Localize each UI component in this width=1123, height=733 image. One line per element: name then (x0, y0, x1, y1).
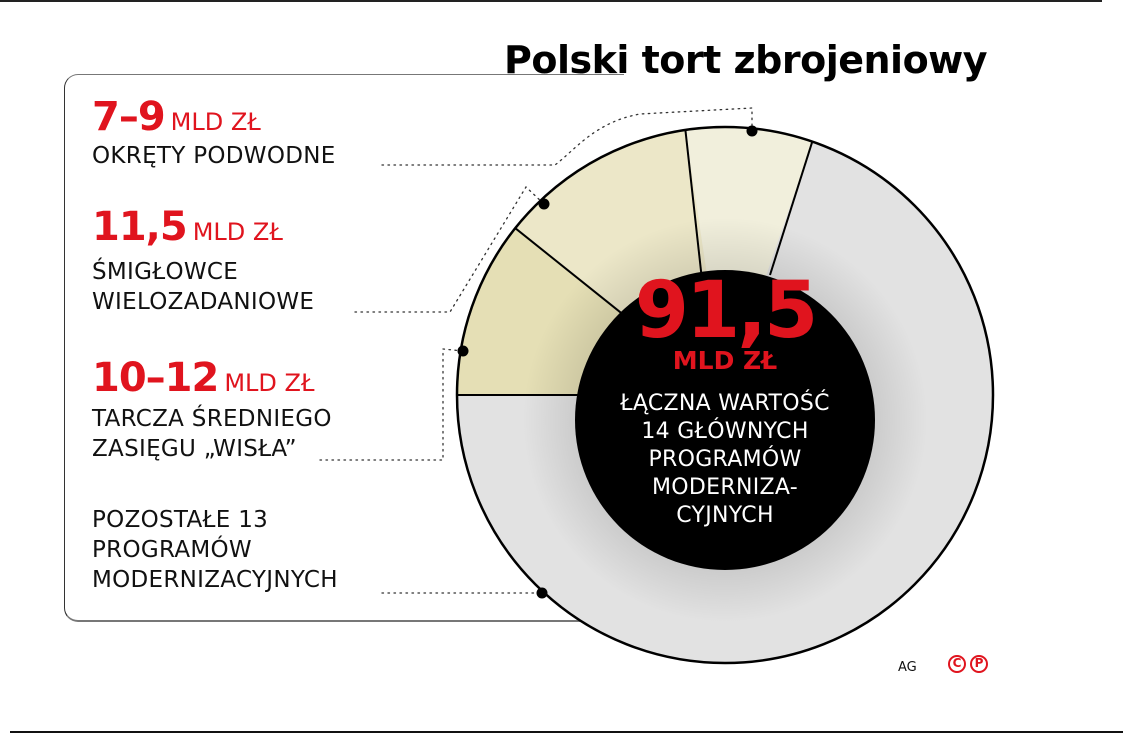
marker-dot (536, 587, 548, 599)
legend-item-wisla: 10–12 MLD ZŁ TARCZA ŚREDNIEGO ZASIĘGU „WI… (92, 358, 332, 464)
legend-item-smiglowce: 11,5 MLD ZŁ ŚMIGŁOWCE WIELOZADANIOWE (92, 207, 314, 317)
legend-label: OKRĘTY PODWODNE (92, 143, 336, 169)
total-value: 91,5 (634, 266, 818, 356)
copyright-icon: C (948, 655, 966, 673)
amount-unit: MLD ZŁ (170, 108, 261, 136)
total-description: ŁĄCZNA WARTOŚĆ 14 GŁÓWNYCH PROGRAMÓW MOD… (575, 390, 875, 530)
amount-value: 10–12 (92, 355, 219, 401)
bottom-rule (10, 731, 1123, 733)
amount-unit: MLD ZŁ (224, 369, 315, 397)
legend-label: WIELOZADANIOWE (92, 289, 315, 315)
legend-frame (64, 74, 624, 622)
legend-item-pozostale: POZOSTAŁE 13 PROGRAMÓW MODERNIZACYJNYCH (92, 505, 338, 595)
amount-value: 7–9 (92, 94, 166, 140)
center-circle (575, 270, 875, 570)
ring-outline (455, 125, 995, 665)
total-unit: MLD ZŁ (672, 346, 778, 375)
top-rule (0, 0, 1102, 2)
legend-label: TARCZA ŚREDNIEGO (92, 406, 332, 432)
phonogram-icon: P (970, 655, 988, 673)
description-line: MODERNIZA- (652, 475, 798, 500)
author-credit: AG (898, 660, 917, 675)
legend-item-okrety: 7–9 MLD ZŁ OKRĘTY PODWODNE (92, 97, 336, 171)
amount-unit: MLD ZŁ (192, 218, 283, 246)
legend-label: PROGRAMÓW (92, 537, 252, 563)
description-line: PROGRAMÓW (648, 447, 802, 472)
legend-label: MODERNIZACYJNYCH (92, 567, 338, 593)
legend-label: ŚMIGŁOWCE (92, 259, 239, 285)
leader-wisla (319, 348, 464, 461)
description-line: ŁĄCZNA WARTOŚĆ (620, 391, 830, 416)
description-line: 14 GŁÓWNYCH (641, 419, 809, 444)
marker-dot (538, 198, 550, 210)
legend-label: POZOSTAŁE 13 (92, 507, 269, 533)
chart-title: Polski tort zbrojeniowy (504, 38, 988, 82)
amount-value: 11,5 (92, 204, 188, 250)
legend-label: ZASIĘGU „WISŁA” (92, 436, 297, 462)
leader-smiglowce (354, 185, 545, 313)
description-line: CYJNYCH (676, 503, 774, 528)
marker-dot (457, 345, 469, 357)
marker-dot (746, 125, 758, 137)
